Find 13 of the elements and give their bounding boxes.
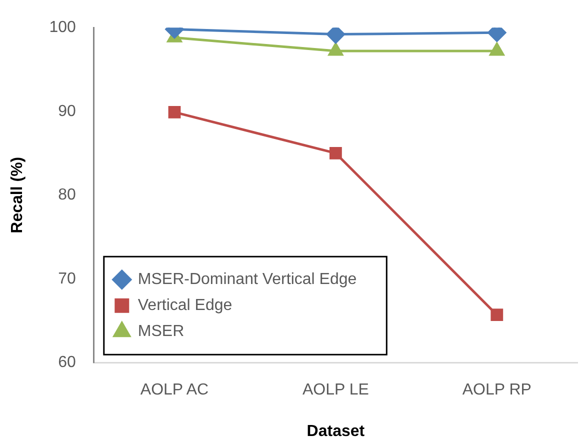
y-tick-label: 80 bbox=[58, 186, 76, 204]
legend-label: MSER bbox=[138, 323, 184, 340]
y-axis-title: Recall (%) bbox=[9, 156, 26, 234]
y-tick-label: 100 bbox=[49, 19, 76, 36]
y-tick-label: 70 bbox=[58, 270, 76, 288]
legend-label: MSER-Dominant Vertical Edge bbox=[138, 271, 357, 288]
x-axis-title: Dataset bbox=[306, 422, 366, 440]
x-tick-label: AOLP LE bbox=[302, 382, 369, 399]
x-tick-label: AOLP AC bbox=[140, 382, 209, 399]
legend-label: Vertical Edge bbox=[138, 297, 232, 314]
y-tick-label: 60 bbox=[58, 354, 76, 372]
x-tick-label: AOLP RP bbox=[462, 382, 532, 399]
y-tick-label: 90 bbox=[58, 102, 76, 120]
